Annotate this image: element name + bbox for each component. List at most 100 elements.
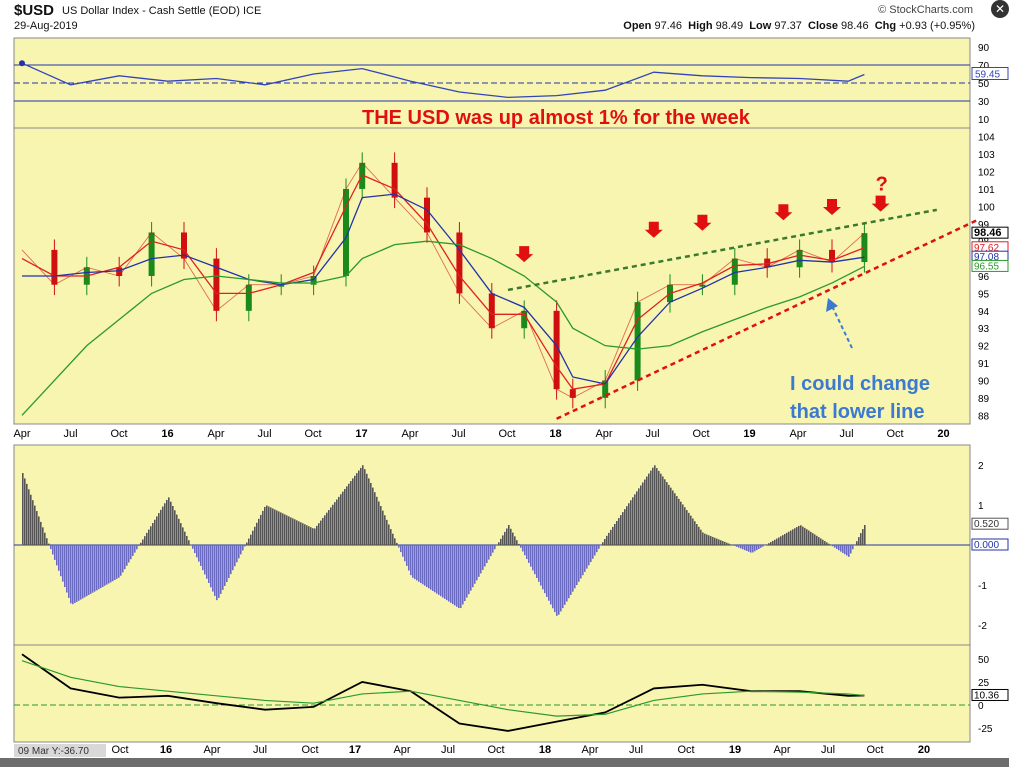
- hist-bar: [282, 513, 284, 545]
- down-arrow-icon: [774, 204, 793, 221]
- hist-bar: [250, 534, 252, 545]
- hist-bar: [290, 517, 292, 545]
- hist-bar: [642, 482, 644, 545]
- hist-bar: [492, 545, 494, 553]
- hist-bar: [480, 545, 482, 574]
- price-candle-body: [488, 293, 495, 329]
- chg-label: Chg: [874, 20, 897, 32]
- down-arrow-icon: [644, 221, 663, 238]
- hist-value-label: 0.520: [974, 519, 999, 530]
- hist-bar: [238, 545, 240, 559]
- hist-bar: [512, 532, 514, 545]
- hist-tick-label: -2: [978, 621, 987, 632]
- hist-bar: [338, 496, 340, 545]
- hist-bar: [324, 515, 326, 545]
- hist-bar: [412, 545, 414, 578]
- close-icon[interactable]: ✕: [991, 0, 1009, 18]
- hist-bar: [274, 509, 276, 545]
- hist-bar: [164, 503, 166, 545]
- hist-bar: [736, 545, 738, 547]
- support-trend-line: [556, 219, 978, 420]
- description-label: US Dollar Index - Cash Settle (EOD) ICE: [62, 5, 261, 17]
- hist-bar: [776, 538, 778, 545]
- hist-bar: [466, 545, 468, 598]
- hist-bar: [304, 524, 306, 545]
- hist-bar: [860, 533, 862, 545]
- hist-bar: [864, 525, 866, 545]
- hist-bar: [666, 482, 668, 545]
- hist-bar: [658, 470, 660, 545]
- price-candle-body: [699, 284, 706, 287]
- high-label: High: [688, 20, 713, 32]
- hist-bar: [826, 542, 828, 545]
- hist-bar: [244, 545, 246, 547]
- hist-bar: [346, 486, 348, 545]
- hist-bar: [470, 545, 472, 591]
- hist-bar: [482, 545, 484, 570]
- hist-bar: [382, 510, 384, 545]
- hist-bar: [614, 523, 616, 545]
- hist-bar: [692, 518, 694, 545]
- hist-bar: [818, 537, 820, 545]
- price-candle-body: [861, 233, 868, 263]
- hist-bar: [298, 521, 300, 545]
- hist-bar: [800, 525, 802, 545]
- hist-bar: [214, 545, 216, 596]
- hist-bar: [236, 545, 238, 563]
- hist-bar: [824, 541, 826, 545]
- hist-bar: [180, 523, 182, 545]
- hist-bar: [562, 545, 564, 609]
- hist-bar: [140, 542, 142, 545]
- hist-bar: [646, 476, 648, 545]
- hist-bar: [176, 514, 178, 545]
- hist-bar: [414, 545, 416, 580]
- osc-tick-label: 0: [978, 701, 984, 712]
- hist-bar: [194, 545, 196, 554]
- hist-bar: [706, 534, 708, 545]
- hist-bar: [26, 483, 28, 545]
- hist-bar: [92, 545, 94, 593]
- bottom-scrollbar[interactable]: [0, 758, 1009, 767]
- hist-bar: [426, 545, 428, 588]
- hist-bar: [464, 545, 466, 602]
- hist-bar: [24, 478, 26, 545]
- hist-bar: [28, 489, 30, 545]
- hist-bar: [792, 529, 794, 545]
- hist-bar: [370, 482, 372, 545]
- hist-bar: [184, 531, 186, 545]
- hist-bar: [186, 535, 188, 545]
- hist-bar: [22, 473, 24, 545]
- hist-bar: [688, 512, 690, 545]
- down-arrow-icon: [823, 199, 841, 216]
- hist-bar: [360, 467, 362, 545]
- price-candle-body: [569, 389, 576, 398]
- hist-bar: [292, 518, 294, 545]
- hist-bar: [606, 535, 608, 545]
- price-candle-body: [424, 197, 430, 233]
- hist-bar: [814, 534, 816, 545]
- hist-bar: [844, 545, 846, 555]
- hist-bar: [150, 526, 152, 545]
- hist-bar: [802, 526, 804, 545]
- hist-bar: [94, 545, 96, 592]
- hist-bar: [98, 545, 100, 590]
- hist-bar: [192, 545, 194, 549]
- hist-bar: [288, 516, 290, 545]
- hist-bar: [134, 545, 136, 553]
- x-axis-tick-label: Apr: [595, 428, 612, 440]
- hist-bar: [430, 545, 432, 590]
- hist-bar: [68, 545, 70, 598]
- price-value-box: [971, 226, 1009, 239]
- hist-bar: [128, 545, 130, 563]
- hist-bar: [610, 529, 612, 545]
- hist-bar: [320, 520, 322, 545]
- hist-bar: [856, 541, 858, 545]
- hist-bar: [750, 545, 752, 553]
- price-candle-body: [213, 258, 220, 311]
- hist-bar: [266, 505, 268, 545]
- hist-bar: [460, 545, 462, 608]
- hist-bar: [522, 545, 524, 552]
- hist-bar: [552, 545, 554, 609]
- hist-bar: [494, 545, 496, 550]
- hist-bar: [576, 545, 578, 586]
